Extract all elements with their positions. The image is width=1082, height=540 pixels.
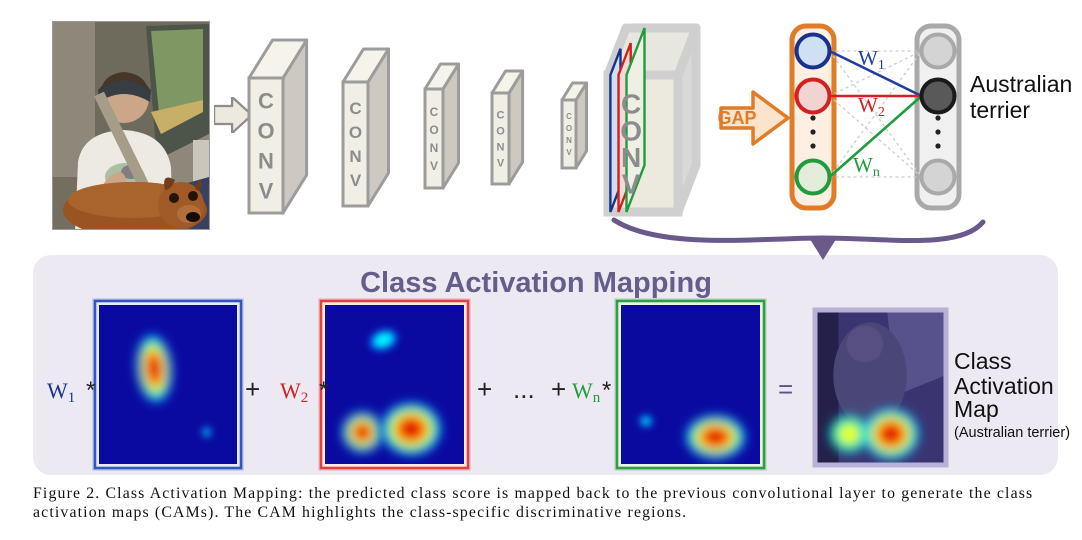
svg-text:+: +: [551, 374, 566, 404]
svg-text:=: =: [778, 374, 793, 404]
svg-text:Class Activation Mapping: Class Activation Mapping: [360, 267, 712, 299]
svg-text:...: ...: [513, 374, 535, 404]
svg-text:+: +: [477, 374, 492, 404]
svg-text:Map: Map: [954, 396, 999, 422]
svg-text:*: *: [602, 377, 611, 404]
svg-text:*: *: [86, 377, 95, 404]
svg-text:(Australian terrier): (Australian terrier): [954, 425, 1070, 441]
svg-text:+: +: [245, 374, 260, 404]
svg-text:*: *: [319, 377, 328, 404]
svg-text:Class: Class: [954, 348, 1012, 374]
